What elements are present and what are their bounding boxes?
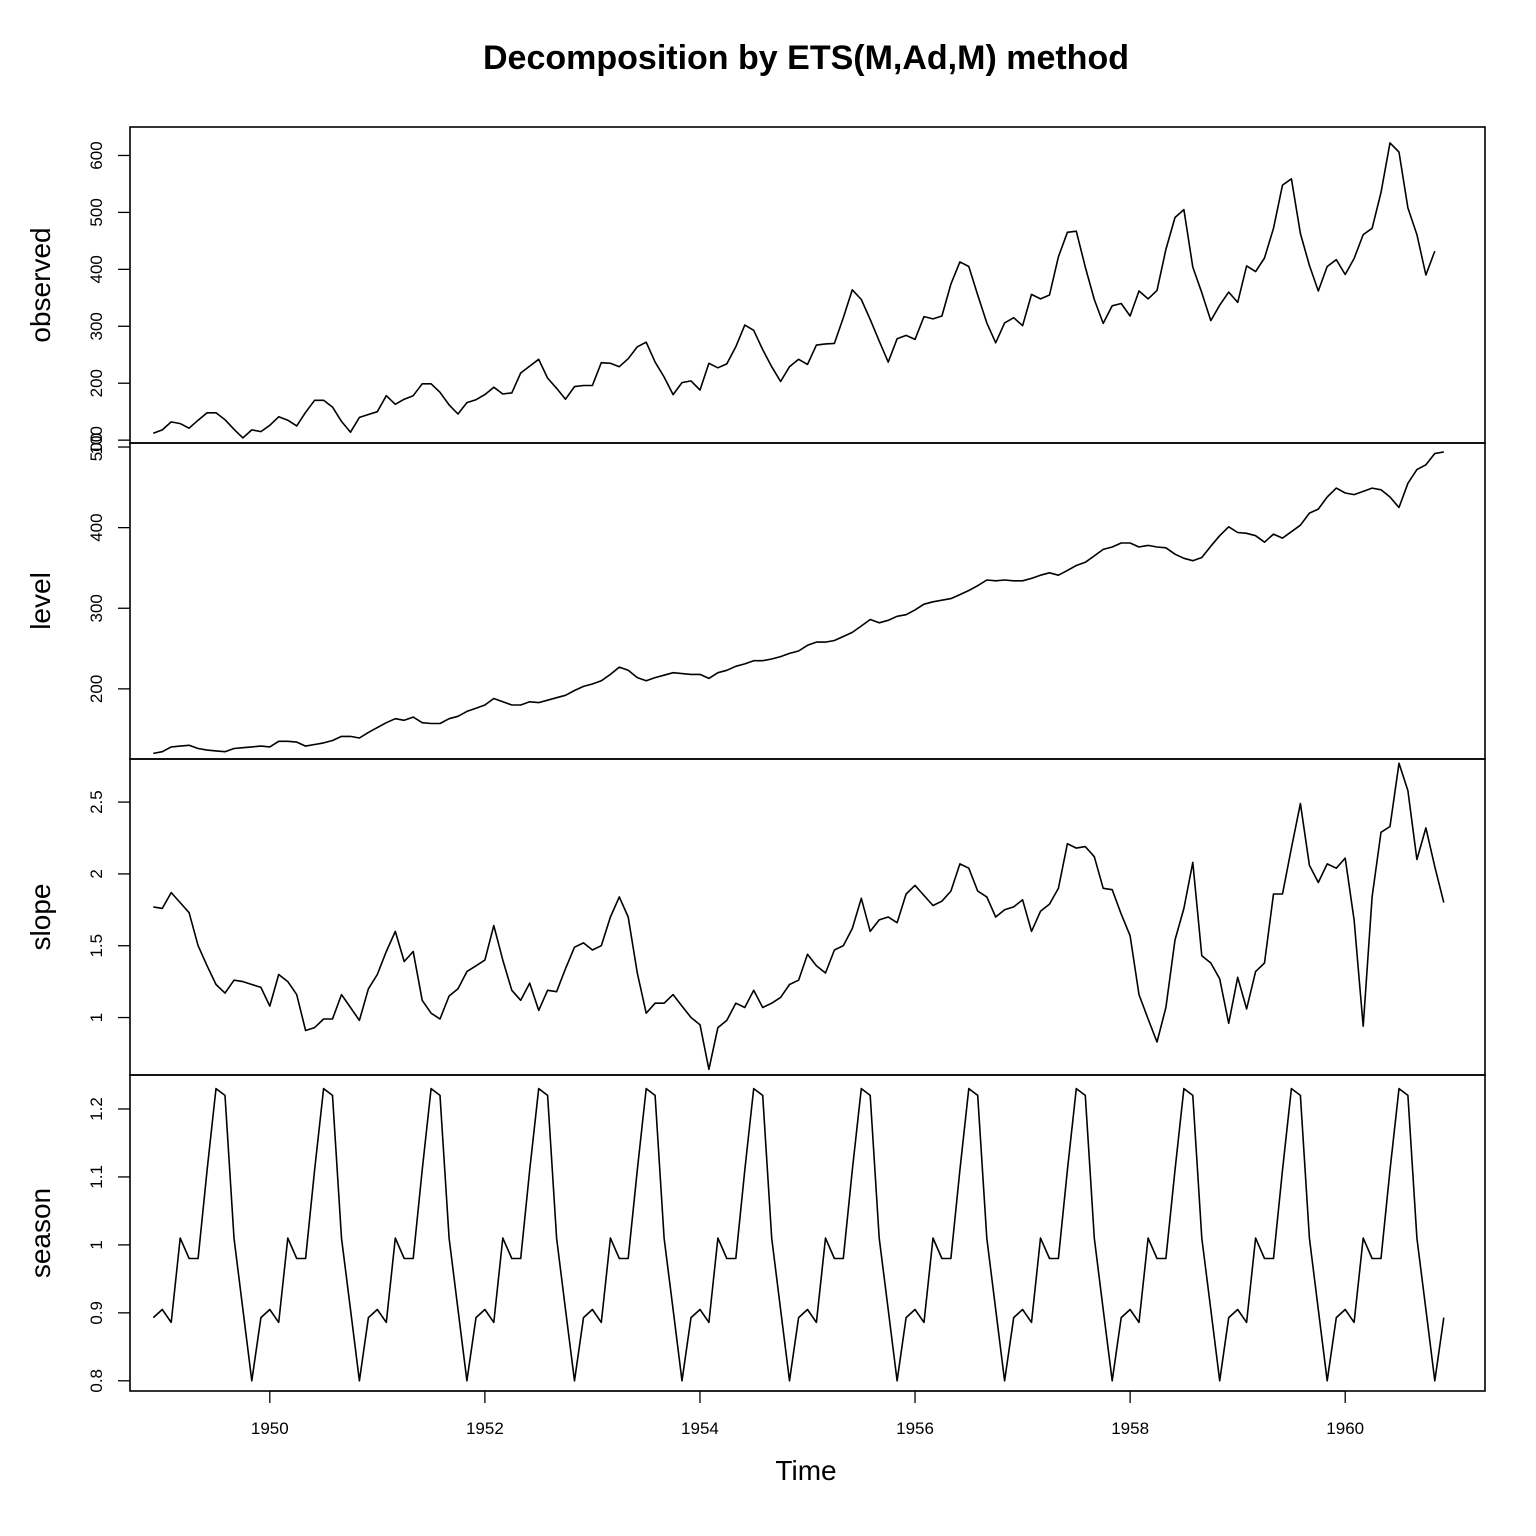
y-tick-label-observed: 500 [87, 198, 106, 226]
x-tick-label: 1954 [681, 1419, 719, 1438]
y-tick-label-season: 0.9 [87, 1301, 106, 1325]
y-tick-label-observed: 600 [87, 141, 106, 169]
y-tick-label-observed: 400 [87, 255, 106, 283]
y-tick-label-slope: 2.5 [87, 790, 106, 814]
panels-group: 100 200 300 400 500 600 observed 200 300 400 500 le… [25, 126, 1486, 1393]
y-tick-label-observed: 200 [87, 369, 106, 397]
x-tick-label: 1956 [896, 1419, 934, 1438]
y-tick-label-slope: 1 [87, 1013, 106, 1022]
y-tick-label-slope: 2 [87, 869, 106, 878]
y-tick-label-season: 1 [87, 1240, 106, 1249]
x-axis-label: Time [775, 1455, 836, 1486]
x-tick-label: 1950 [251, 1419, 289, 1438]
panel-label-season: season [25, 1188, 56, 1278]
y-tick-label-observed: 100 [87, 426, 106, 454]
series-line-season [152, 1087, 1445, 1382]
y-tick-label-slope: 1.5 [87, 934, 106, 958]
x-tick-label: 1958 [1111, 1419, 1149, 1438]
y-tick-label-season: 0.8 [87, 1369, 106, 1393]
y-tick-label-season: 1.1 [87, 1165, 106, 1189]
series-line-level [153, 451, 1444, 755]
y-tick-label-level: 200 [87, 675, 106, 703]
y-tick-label-season: 1.2 [87, 1097, 106, 1121]
panel-label-slope: slope [25, 884, 56, 951]
x-axis: 1950 1952 1954 1956 1958 1960 [251, 1390, 1364, 1438]
y-tick-label-observed: 300 [87, 312, 106, 340]
chart-title: Decomposition by ETS(M,Ad,M) method [483, 39, 1129, 77]
panel-label-observed: observed [25, 227, 56, 342]
x-tick-label: 1952 [466, 1419, 504, 1438]
y-tick-label-level: 500 [87, 433, 106, 461]
series-line-observed [153, 142, 1436, 439]
panel-label-level: level [25, 572, 56, 630]
x-tick-label: 1960 [1326, 1419, 1364, 1438]
y-tick-label-level: 300 [87, 594, 106, 622]
series-line-slope [153, 762, 1445, 1071]
panel-season: 0.8 0.9 1 1.1 1.2 season [25, 1074, 1486, 1393]
y-tick-label-level: 400 [87, 513, 106, 541]
